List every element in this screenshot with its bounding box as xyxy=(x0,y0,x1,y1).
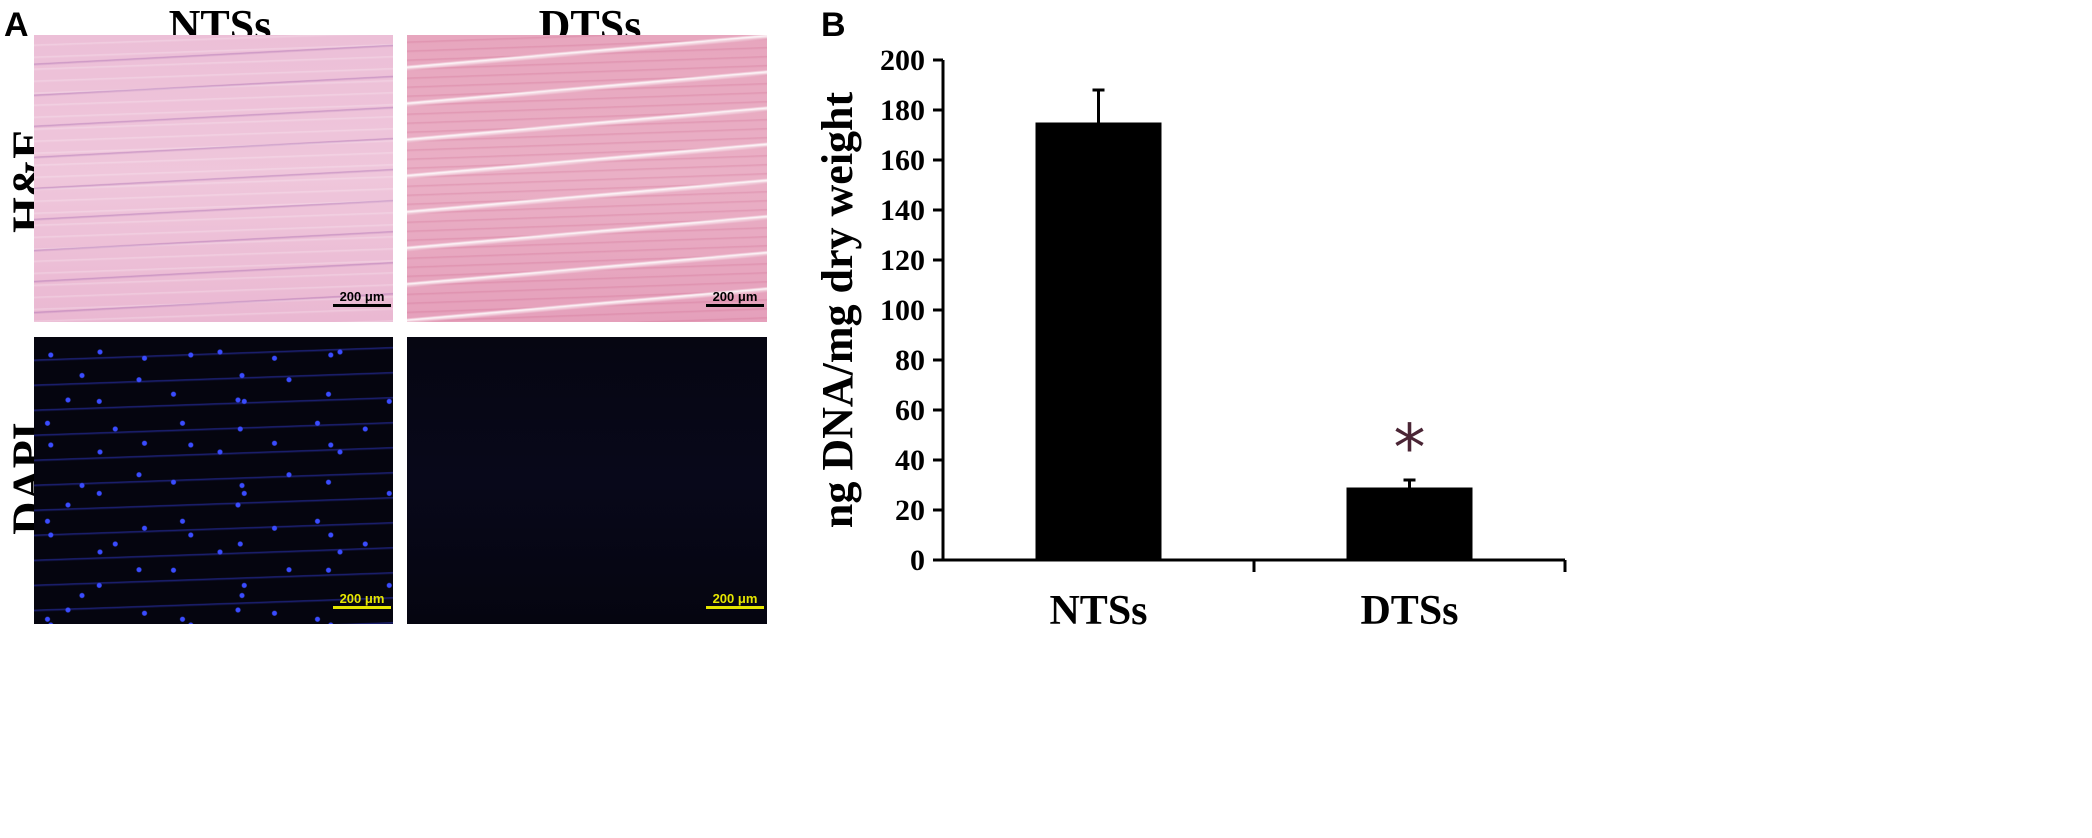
micrograph-dapi-dtss: 200 μm xyxy=(407,337,767,624)
y-tick-label: 100 xyxy=(880,294,925,327)
scale-bar-label: 200 μm xyxy=(339,591,385,606)
scale-bar-label: 200 μm xyxy=(712,289,758,304)
scale-bar-label: 200 μm xyxy=(712,591,758,606)
scale-bar-label: 200 μm xyxy=(339,289,385,304)
scale-bar xyxy=(706,606,764,609)
significance-marker: * xyxy=(1394,412,1426,486)
bar-dtss xyxy=(1346,487,1473,560)
y-tick-label: 40 xyxy=(895,444,925,477)
micrograph-he-dtss: 200 μm xyxy=(407,35,767,322)
scale-bar xyxy=(333,606,391,609)
y-tick-label: 20 xyxy=(895,494,925,527)
y-tick-label: 0 xyxy=(910,544,925,577)
bar-ntss xyxy=(1035,122,1162,560)
chart-labels: NTSs DTSs * ng DNA/mg dry weight xyxy=(813,91,1459,634)
y-tick-label: 60 xyxy=(895,394,925,427)
panel-a-letter: A xyxy=(4,6,29,44)
y-axis-label: ng DNA/mg dry weight xyxy=(813,91,862,528)
scale-bar xyxy=(333,304,391,307)
y-tick-label: 80 xyxy=(895,344,925,377)
micrograph-he-ntss: 200 μm xyxy=(34,35,393,322)
panel-b-letter: B xyxy=(821,6,846,44)
micrograph-dapi-ntss: 200 μm xyxy=(34,337,393,624)
y-axis-ticks: 0 20 40 60 80 100 120 140 160 180 200 xyxy=(880,44,943,577)
scale-bar xyxy=(706,304,764,307)
y-tick-label: 140 xyxy=(880,194,925,227)
bars xyxy=(1035,88,1473,560)
x-category-label: NTSs xyxy=(1049,588,1147,634)
y-tick-label: 160 xyxy=(880,144,925,177)
x-category-label: DTSs xyxy=(1360,588,1458,634)
y-tick-label: 200 xyxy=(880,44,925,77)
y-tick-label: 120 xyxy=(880,244,925,277)
y-tick-label: 180 xyxy=(880,94,925,127)
